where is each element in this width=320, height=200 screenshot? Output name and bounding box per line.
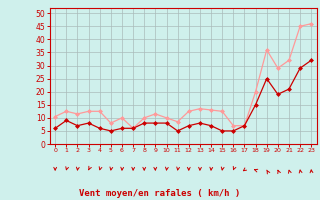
Text: Vent moyen/en rafales ( km/h ): Vent moyen/en rafales ( km/h ): [79, 189, 241, 198]
